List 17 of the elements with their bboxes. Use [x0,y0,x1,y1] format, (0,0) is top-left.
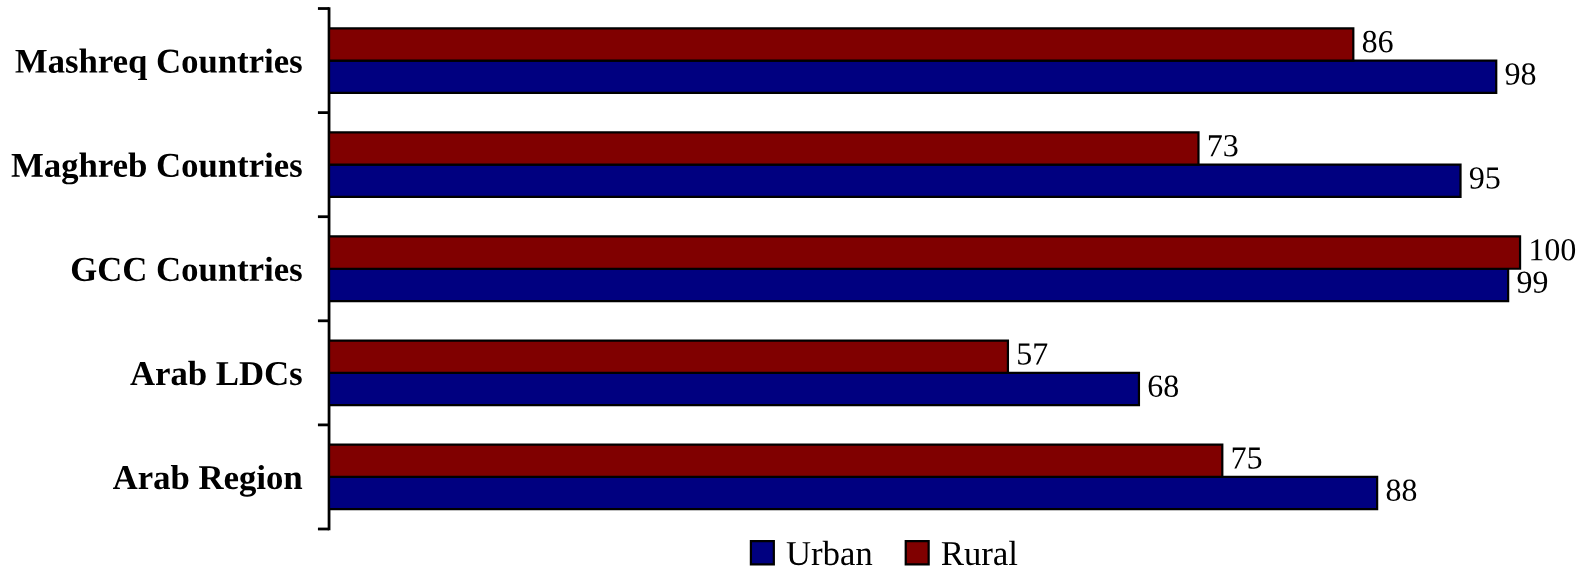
data-label: 75 [1232,447,1262,469]
data-label: 86 [1362,30,1393,53]
y-tick-label: Arab Region [112,464,303,497]
data-label: 68 [1148,375,1178,397]
y-tick-label: GCC Countries [71,256,302,282]
data-label: 98 [1505,63,1536,85]
data-label: 100 [1531,239,1576,261]
data-label: 73 [1208,135,1238,157]
data-label: 99 [1517,271,1548,293]
data-label: 88 [1386,479,1417,502]
legend-label: Urban [786,540,873,566]
data-label: 95 [1469,167,1500,189]
y-tick-label: Maghreb Countries [11,152,302,185]
y-tick-label: Mashreq Countries [15,48,302,81]
y-tick-label: Arab LDCs [130,360,302,386]
data-label: 57 [1018,343,1048,365]
legend-label: Rural [941,540,1018,566]
